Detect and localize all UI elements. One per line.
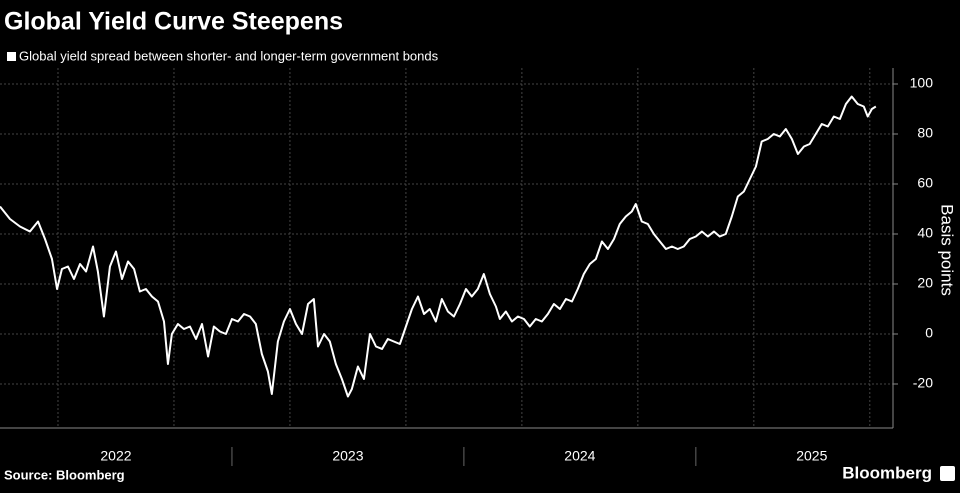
legend-label: Global yield spread between shorter- and… xyxy=(19,48,439,63)
legend-swatch xyxy=(7,52,16,61)
source: Source: Bloomberg xyxy=(4,467,125,482)
y-tick-label: 100 xyxy=(910,75,934,91)
y-axis-title: Basis points xyxy=(938,204,957,296)
y-tick-label: -20 xyxy=(913,375,933,391)
y-tick-label: 60 xyxy=(917,175,933,191)
x-tick-label: 2022 xyxy=(100,448,131,464)
brand: Bloomberg xyxy=(842,463,932,482)
line-series xyxy=(0,95,877,398)
y-tick-label: 80 xyxy=(917,125,933,141)
y-tick-label: 0 xyxy=(925,325,933,341)
y-tick-label: 20 xyxy=(917,275,933,291)
chart-title: Global Yield Curve Steepens xyxy=(4,8,343,36)
x-tick-label: 2025 xyxy=(796,448,827,464)
y-tick-label: 40 xyxy=(917,225,933,241)
x-tick-label: 2023 xyxy=(332,448,363,464)
brand-icon xyxy=(940,466,955,481)
x-tick-label: 2024 xyxy=(564,448,595,464)
